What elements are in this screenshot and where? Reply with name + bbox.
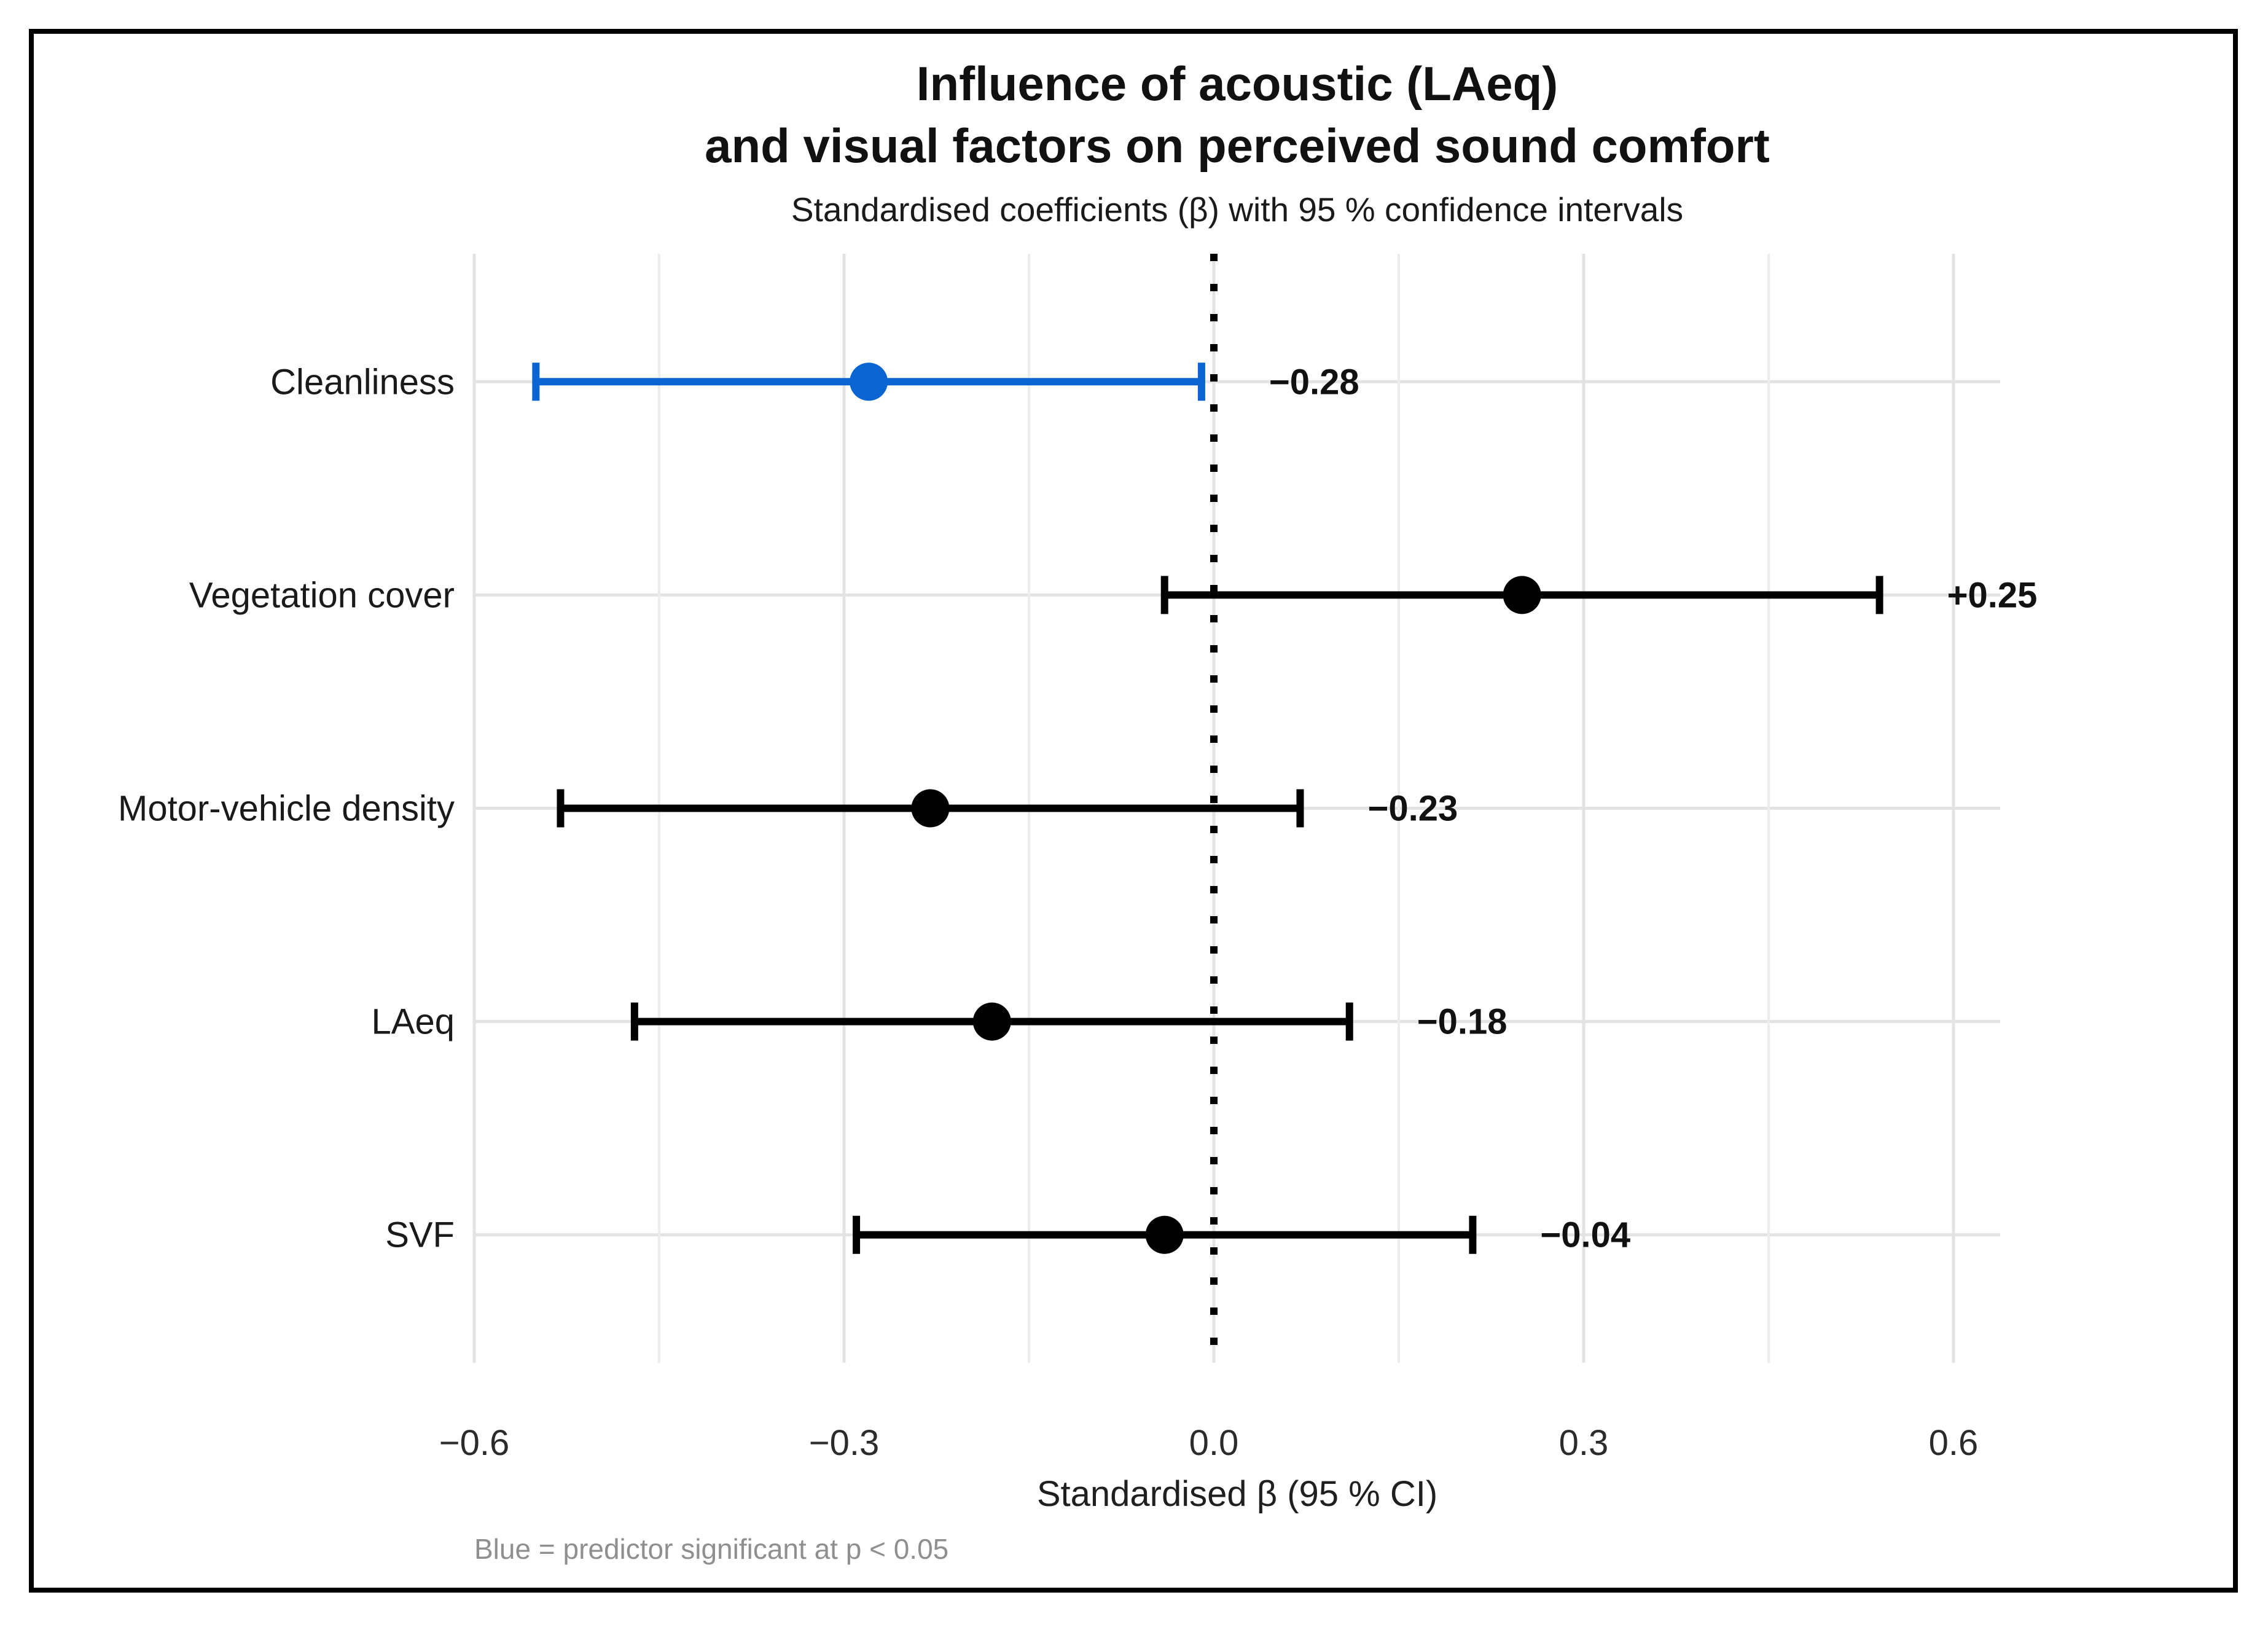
y-axis-category-label: Vegetation cover <box>189 575 455 615</box>
y-axis-category-label: Cleanliness <box>270 362 455 402</box>
x-tick-label: −0.6 <box>439 1423 510 1463</box>
x-tick-label: −0.3 <box>809 1423 880 1463</box>
y-axis-category-label: SVF <box>385 1215 455 1255</box>
chart-title-line2: and visual factors on perceived sound co… <box>705 119 1770 173</box>
point-estimate <box>850 363 888 401</box>
y-axis-category-label: Motor-vehicle density <box>118 789 455 829</box>
coefficient-value-label: −0.28 <box>1269 362 1359 402</box>
significance-footnote: Blue = predictor significant at p < 0.05 <box>474 1533 949 1565</box>
x-tick-label: 0.0 <box>1189 1423 1239 1463</box>
chart-subtitle: Standardised coefficients (β) with 95 % … <box>791 190 1684 229</box>
figure-border <box>29 29 2238 1593</box>
point-estimate <box>1145 1215 1184 1254</box>
point-estimate <box>972 1002 1011 1041</box>
coefficient-value-label: +0.25 <box>1947 575 2038 615</box>
chart-title-line1: Influence of acoustic (LAeq) <box>916 57 1558 111</box>
coefficient-value-label: −0.23 <box>1367 789 1458 829</box>
coefficient-value-label: −0.18 <box>1417 1002 1507 1042</box>
point-estimate <box>1503 576 1541 614</box>
chart-header: Influence of acoustic (LAeq) and visual … <box>474 53 2000 229</box>
coefficient-value-label: −0.04 <box>1540 1215 1630 1255</box>
x-tick-label: 0.3 <box>1559 1423 1609 1463</box>
x-axis-title: Standardised β (95 % CI) <box>1036 1474 1438 1514</box>
point-estimate <box>911 789 950 828</box>
y-axis-category-label: LAeq <box>372 1002 455 1042</box>
x-tick-label: 0.6 <box>1929 1423 1979 1463</box>
